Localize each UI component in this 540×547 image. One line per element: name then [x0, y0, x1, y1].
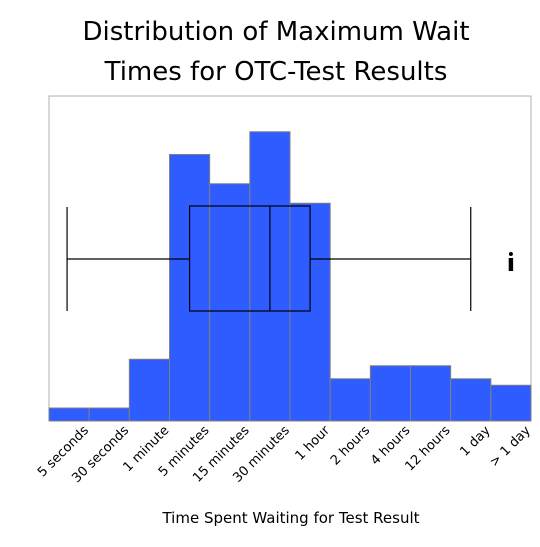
x-tick-label-11: > 1 day: [487, 423, 534, 470]
x-tick-label-10: 1 day: [457, 423, 494, 460]
outlier-0: [508, 252, 514, 271]
chart-title: Distribution of Maximum Wait Times for O…: [82, 17, 470, 87]
bar-10: [450, 378, 492, 422]
bar-1: [88, 407, 130, 422]
bars: [48, 131, 532, 422]
boxplot: [66, 205, 514, 312]
bar-11: [490, 384, 532, 422]
bar-2: [128, 358, 170, 422]
bar-4: [209, 183, 251, 422]
x-axis-label: Time Spent Waiting for Test Result: [162, 509, 420, 527]
iqr-box: [188, 205, 311, 312]
bar-5: [249, 131, 291, 422]
bar-9: [410, 365, 452, 422]
bar-8: [369, 365, 412, 422]
x-tick-label-7: 2 hours: [328, 423, 373, 468]
bar-7: [329, 378, 371, 422]
bar-0: [48, 407, 90, 422]
